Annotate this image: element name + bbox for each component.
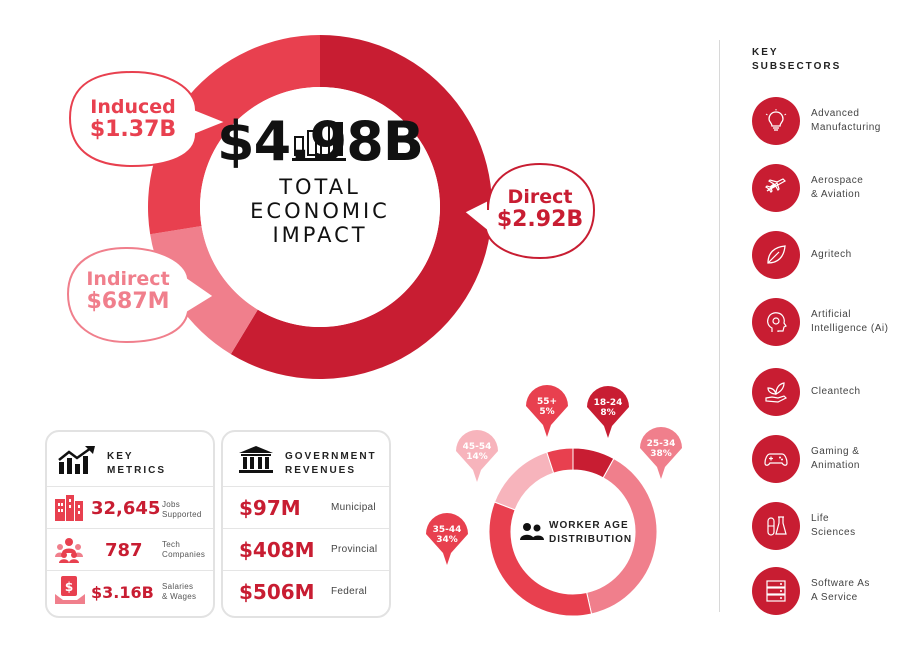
age-pin-55+ <box>526 385 568 437</box>
salaries-value: $3.16B <box>91 583 154 602</box>
age-percent: 38% <box>650 449 672 459</box>
age-pin-label-55+: 55+ 5% <box>525 397 569 417</box>
subsector-advanced-manufacturing: Advanced Manufacturing <box>752 97 900 149</box>
age-pin-25-34 <box>640 427 682 479</box>
direct-value: $2.92B <box>496 206 584 232</box>
flask-icon <box>767 516 787 536</box>
age-pin-35-44 <box>426 513 468 565</box>
ai-head-icon <box>767 312 787 332</box>
subsector-cleantech: Cleantech <box>752 368 900 420</box>
age-category: 25-34 <box>646 439 676 449</box>
leaf-icon <box>767 245 786 264</box>
age-category: 45-54 <box>462 442 492 452</box>
age-pin-18-24 <box>587 386 629 438</box>
age-percent: 14% <box>466 452 488 462</box>
worker-age-title: WORKER AGE DISTRIBUTION <box>549 520 633 545</box>
gamepad-icon <box>764 453 788 466</box>
subsector-label: Cleantech <box>811 386 861 397</box>
key-metrics-card: KEY METRICS 32,645 Jobs Supported 787 Te… <box>45 430 215 618</box>
jobs-desc: Jobs Supported <box>162 500 202 519</box>
government-revenues-card: GOVERNMENT REVENUES $97M Municipal $408M… <box>221 430 391 618</box>
subsector-label: Life Sciences <box>811 513 856 538</box>
indirect-bubble <box>66 246 216 344</box>
federal-value: $506M <box>239 580 315 604</box>
subsector-label: Software As A Service <box>811 578 870 603</box>
subsector-label: Gaming & Animation <box>811 446 860 471</box>
svg-text:$: $ <box>65 580 73 594</box>
subsector-artificial-intelligence: Artificial Intelligence (Ai) <box>752 298 900 350</box>
federal-label: Federal <box>331 586 368 597</box>
direct-bubble <box>462 162 596 260</box>
jobs-value: 32,645 <box>91 498 161 519</box>
server-icon <box>766 580 786 602</box>
subsector-label: Artificial Intelligence (Ai) <box>811 309 889 334</box>
induced-bubble <box>68 70 229 168</box>
key-metrics-title: KEY METRICS <box>107 451 166 476</box>
salaries-desc: Salaries & Wages <box>162 582 197 601</box>
indirect-label: Indirect $687M <box>72 268 184 314</box>
companies-value: 787 <box>105 540 143 561</box>
age-pin-label-35-44: 35-44 34% <box>425 525 469 545</box>
provincial-value: $408M <box>239 538 315 562</box>
age-category: 55+ <box>536 397 558 407</box>
subsector-agritech: Agritech <box>752 231 900 283</box>
municipal-value: $97M <box>239 496 301 520</box>
plant-hand-icon <box>765 382 788 403</box>
bar-chart-icon <box>292 122 346 161</box>
divider <box>47 570 213 571</box>
people-group-icon <box>55 538 83 563</box>
subsector-label: Advanced Manufacturing <box>811 108 881 133</box>
buildings-icon <box>55 495 83 521</box>
government-revenues-title: GOVERNMENT REVENUES <box>285 451 377 476</box>
lightbulb-icon <box>765 109 787 131</box>
age-percent: 34% <box>436 535 458 545</box>
age-pin-label-25-34: 25-34 38% <box>639 439 683 459</box>
divider <box>223 528 389 529</box>
age-percent: 5% <box>539 407 555 417</box>
provincial-label: Provincial <box>331 544 378 555</box>
induced-label: Induced $1.37B <box>78 96 188 142</box>
subsector-life-sciences: Life Sciences <box>752 502 900 554</box>
age-percent: 8% <box>600 408 616 418</box>
airplane-icon <box>765 178 786 193</box>
subsector-label: Aerospace & Aviation <box>811 175 864 200</box>
indirect-value: $687M <box>86 288 170 314</box>
age-category: 35-44 <box>432 525 462 535</box>
age-pin-45-54 <box>456 430 498 482</box>
total-impact-value: $4.98B <box>217 110 424 173</box>
impact-donut-hole <box>200 87 440 327</box>
direct-label: Direct $2.92B <box>488 186 592 232</box>
induced-value: $1.37B <box>89 116 177 142</box>
age-category: 18-24 <box>593 398 623 408</box>
direct-name: Direct <box>507 186 573 208</box>
workers-icon <box>520 523 544 540</box>
divider <box>223 570 389 571</box>
subsector-label: Agritech <box>811 249 852 260</box>
impact-segment-direct <box>230 35 492 379</box>
indirect-name: Indirect <box>86 268 170 290</box>
induced-name: Induced <box>90 96 176 118</box>
subsector-aerospace-aviation: Aerospace & Aviation <box>752 164 900 216</box>
government-building-icon <box>239 446 273 473</box>
worker-age-donut <box>488 447 658 617</box>
trend-chart-icon <box>58 446 95 474</box>
age-pin-label-18-24: 18-24 8% <box>586 398 630 418</box>
divider <box>223 486 389 487</box>
money-hand-icon: $ <box>55 576 85 604</box>
divider <box>47 486 213 487</box>
age-pin-label-45-54: 45-54 14% <box>455 442 499 462</box>
impact-segment-induced <box>147 35 320 235</box>
municipal-label: Municipal <box>331 502 376 513</box>
subsector-gaming-animation: Gaming & Animation <box>752 435 900 487</box>
sidebar-divider <box>719 40 720 612</box>
companies-desc: Tech Companies <box>162 540 206 559</box>
total-impact-label: TOTAL ECONOMIC IMPACT <box>250 175 390 247</box>
age-donut-hole <box>511 470 635 594</box>
subsector-software-as-a-service: Software As A Service <box>752 567 900 619</box>
subsectors-title: KEY SUBSECTORS <box>752 47 842 72</box>
impact-center: $4.98B TOTAL ECONOMIC IMPACT <box>200 110 440 248</box>
divider <box>47 528 213 529</box>
